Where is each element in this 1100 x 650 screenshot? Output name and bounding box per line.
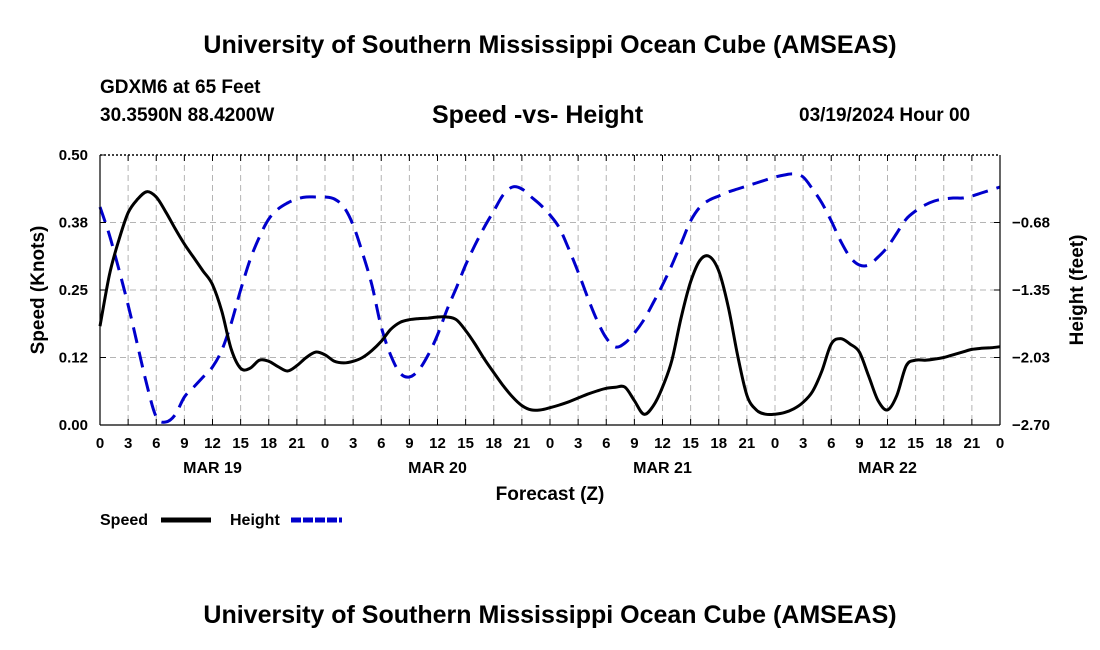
x-tick-label: 18 <box>260 435 277 452</box>
height-series-line <box>98 172 1001 424</box>
y-tick-label: 0.38 <box>59 215 88 232</box>
x-tick-label: 21 <box>964 435 981 452</box>
x-tick-label: 12 <box>879 435 896 452</box>
x-tick-label: 0 <box>771 435 779 452</box>
x-tick-label: 0 <box>321 435 329 452</box>
x-tick-label: 18 <box>935 435 952 452</box>
x-tick-label: 6 <box>827 435 835 452</box>
y-tick-label: 0.25 <box>59 282 88 299</box>
x-tick-label: 12 <box>654 435 671 452</box>
x-tick-label: 9 <box>180 435 188 452</box>
x-tick-label: 15 <box>232 435 249 452</box>
axis-ticks <box>99 154 1001 426</box>
x-tick-label: 12 <box>429 435 446 452</box>
legend-label-height: Height <box>230 512 280 529</box>
y2-axis-title: Height (feet) <box>1067 235 1088 346</box>
date-label: MAR 21 <box>633 460 692 477</box>
x-tick-label: 21 <box>514 435 531 452</box>
x-tick-label: 0 <box>546 435 554 452</box>
x-tick-label: 6 <box>152 435 160 452</box>
axis-labels: 0 3 6 9 12 15 18 21 0 3 6 9 12 15 18 21 0 3 6 9 12 15 18 21 0 3 6 9… <box>28 147 1088 505</box>
x-axis-title: Forecast (Z) <box>496 484 605 505</box>
x-tick-label: 12 <box>204 435 221 452</box>
x-tick-label: 3 <box>124 435 132 452</box>
x-tick-label: 0 <box>96 435 104 452</box>
x-tick-label: 6 <box>602 435 610 452</box>
y2-tick-label: −1.35 <box>1012 282 1050 299</box>
forecast-datetime: 03/19/2024 Hour 00 <box>799 105 971 126</box>
x-tick-label: 9 <box>405 435 413 452</box>
y2-tick-label: −2.03 <box>1012 350 1050 367</box>
chart-subtitle: Speed -vs- Height <box>432 101 644 129</box>
legend-label-speed: Speed <box>100 512 148 529</box>
footer-title: University of Southern Mississippi Ocean… <box>203 601 897 629</box>
chart-title: University of Southern Mississippi Ocean… <box>203 31 897 59</box>
x-tick-label: 3 <box>799 435 807 452</box>
y-axis-title: Speed (Knots) <box>28 226 49 355</box>
date-label: MAR 19 <box>183 460 242 477</box>
x-tick-label: 0 <box>996 435 1004 452</box>
series <box>98 172 1001 424</box>
legend: Speed Height <box>100 512 342 529</box>
speed-series-line <box>98 190 1001 417</box>
x-tick-label: 21 <box>289 435 306 452</box>
grid <box>100 155 1000 426</box>
x-tick-label: 15 <box>907 435 924 452</box>
x-tick-label: 9 <box>855 435 863 452</box>
x-tick-label: 21 <box>739 435 756 452</box>
x-tick-label: 18 <box>710 435 727 452</box>
y2-tick-label: −0.68 <box>1012 215 1050 232</box>
date-label: MAR 22 <box>858 460 917 477</box>
y-tick-label: 0.50 <box>59 147 88 164</box>
station-label: GDXM6 at 65 Feet <box>100 77 261 98</box>
x-tick-label: 3 <box>349 435 357 452</box>
x-tick-label: 3 <box>574 435 582 452</box>
x-tick-label: 15 <box>457 435 474 452</box>
y-tick-label: 0.00 <box>59 417 88 434</box>
y-tick-label: 0.12 <box>59 350 88 367</box>
x-tick-label: 15 <box>682 435 699 452</box>
date-label: MAR 20 <box>408 460 467 477</box>
x-tick-label: 9 <box>630 435 638 452</box>
coordinates-label: 30.3590N 88.4200W <box>100 105 275 126</box>
x-tick-label: 6 <box>377 435 385 452</box>
x-tick-label: 18 <box>485 435 502 452</box>
y2-tick-label: −2.70 <box>1012 417 1050 434</box>
